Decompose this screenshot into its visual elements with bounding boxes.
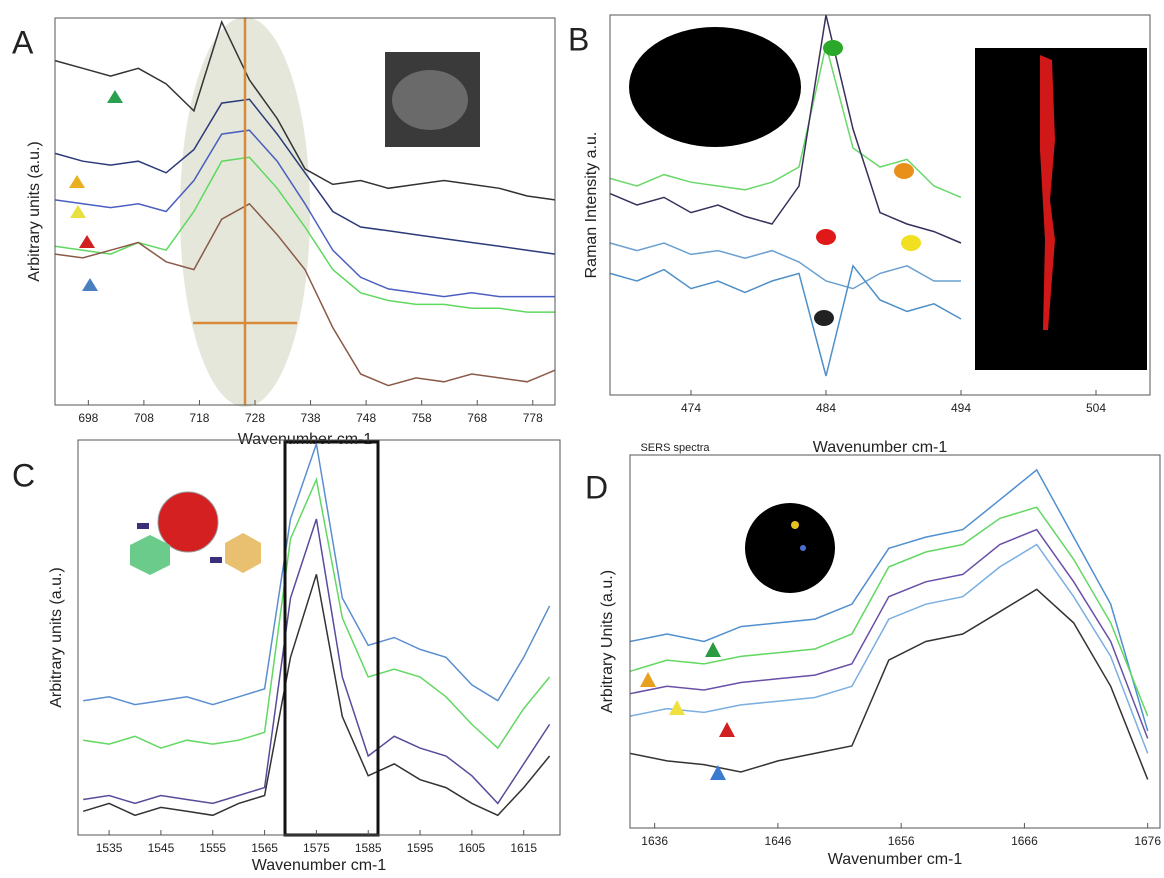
axes: 698 708 718 728 738 748 758 768 778 A Wavenumber c… [12,14,1161,874]
spectrum-line [54,98,556,255]
x-tick-label: 1605 [459,841,486,855]
x-tick-label: 748 [356,411,376,425]
x-tick-label: 1646 [765,834,792,848]
x-tick-label: 1575 [303,841,330,855]
spectrum-line [83,476,551,750]
spectrum-line [629,506,1149,717]
x-tick-label: 738 [301,411,321,425]
x-axis-label: Wavenumber cm-1 [828,851,963,868]
spectrum-line [54,19,556,201]
x-tick-label: 504 [1086,401,1106,415]
spectrum-line [629,468,1149,732]
x-tick-label: 758 [412,411,432,425]
spectrum-line [54,129,555,298]
x-tick-label: 494 [951,401,971,415]
x-tick-label: 474 [681,401,701,415]
x-tick-label: 1545 [148,841,175,855]
x-tick-label: 484 [816,401,836,415]
x-tick-label: 1565 [251,841,278,855]
x-tick-label: 1585 [355,841,382,855]
spectrum-line [609,45,962,199]
plot-frame [54,17,556,406]
x-tick-label: 1656 [888,834,915,848]
x-tick-label: 1595 [407,841,434,855]
spectrum-line [83,518,551,805]
plot-frame [609,14,1151,396]
x-tick-label: 778 [523,411,543,425]
x-tick-label: 1676 [1134,834,1161,848]
spectrum-line [83,443,551,706]
x-tick-label: 708 [134,411,154,425]
x-tick-label: 1555 [199,841,226,855]
x-tick-label: 1535 [96,841,123,855]
x-axis-label: Wavenumber cm-1 [813,439,948,456]
panel-label: C [12,457,35,493]
x-tick-label: 768 [467,411,487,425]
spectrum-line [54,202,556,387]
y-axis-label: Arbitrary units (a.u.) [26,141,43,281]
spectrum-line [609,242,961,290]
spectrum-line [609,264,962,377]
x-tick-label: 1666 [1011,834,1038,848]
spectrum-line [629,588,1149,780]
x-tick-label: 728 [245,411,265,425]
spectra [54,14,1149,817]
panel-label: B [568,21,589,57]
y-axis-label: Arbitrary units (a.u.) [48,567,65,707]
x-tick-label: 718 [189,411,209,425]
y-axis-label: Arbitrary Units (a.u.) [599,570,616,713]
y-axis-label: Raman Intensity a.u. [583,132,600,279]
x-axis-label: Wavenumber cm-1 [252,857,387,874]
spectrum-line [82,574,551,817]
x-tick-label: 1615 [510,841,537,855]
plot-frame [629,454,1161,829]
annotation: SERS spectra [640,442,710,454]
panel-label: A [12,24,34,60]
spectrum-line [629,543,1149,754]
spectrum-line [629,528,1149,739]
plot-frame [77,439,561,836]
spectrum-line [609,14,962,244]
x-tick-label: 1636 [641,834,668,848]
panel-label: D [585,469,608,505]
x-tick-label: 698 [78,411,98,425]
